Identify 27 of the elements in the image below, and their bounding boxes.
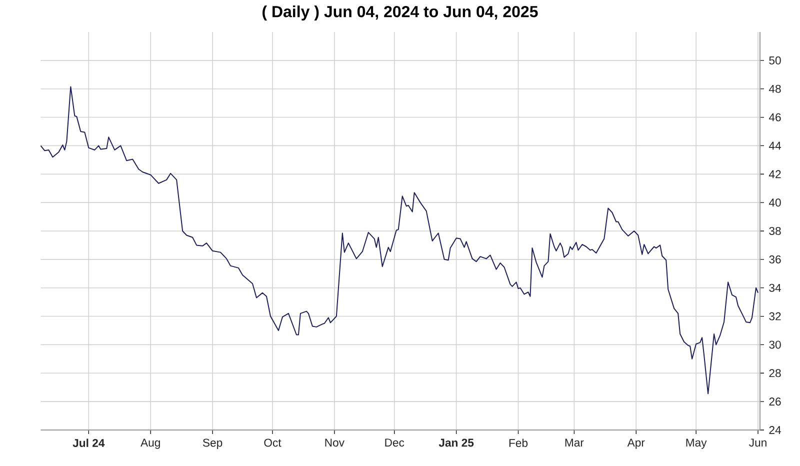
chart-title: ( Daily ) Jun 04, 2024 to Jun 04, 2025: [262, 6, 538, 20]
x-tick-label: Feb: [509, 438, 528, 448]
x-tick-label: Nov: [325, 438, 344, 447]
y-tick-label: 50: [769, 56, 781, 64]
x-tick-label: Jul 24: [72, 438, 105, 448]
x-tick-label: May: [686, 438, 707, 449]
x-tick-label: Aug: [140, 438, 160, 449]
x-tick-label: Oct: [264, 438, 282, 447]
x-tick-label: Jun: [749, 438, 766, 447]
y-tick-label: 40: [768, 198, 781, 207]
y-tick-label: 46: [768, 113, 781, 122]
x-tick-label: Sep: [202, 438, 222, 449]
y-tick-label: 30: [769, 340, 781, 349]
x-tick-label: Jan 25: [438, 438, 474, 447]
y-tick-label: 48: [768, 84, 781, 93]
y-tick-label: 42: [768, 170, 781, 178]
y-tick-label: 26: [769, 398, 781, 406]
y-tick-label: 36: [769, 255, 781, 264]
y-tick-label: 24: [769, 426, 781, 434]
y-tick-label: 38: [769, 226, 781, 235]
x-tick-label: Mar: [565, 438, 584, 447]
y-tick-label: 44: [768, 142, 781, 150]
y-tick-label: 34: [769, 284, 781, 292]
y-tick-label: 32: [769, 312, 781, 320]
x-tick-label: Apr: [627, 438, 645, 449]
y-tick-label: 28: [769, 369, 781, 378]
x-tick-label: Dec: [385, 438, 404, 447]
